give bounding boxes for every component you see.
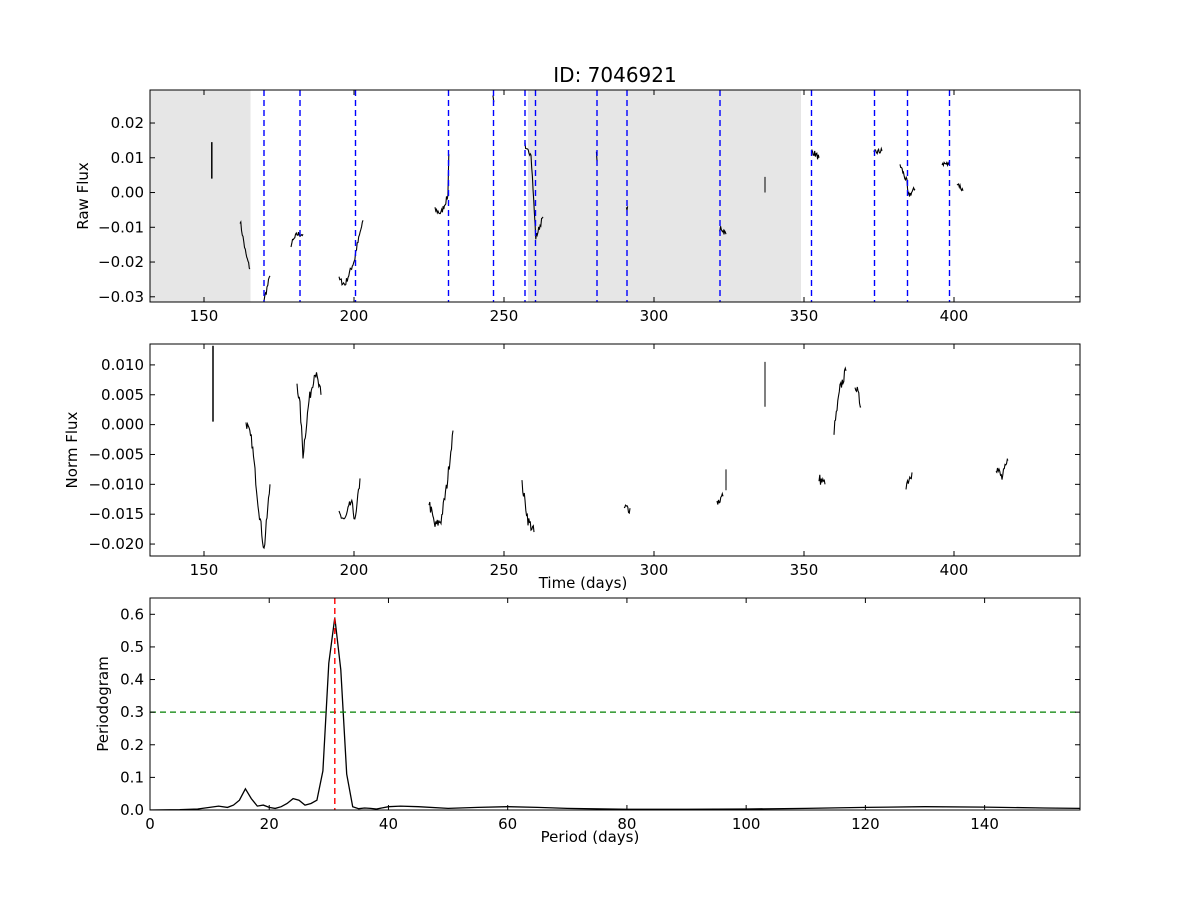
y-tick-label: −0.03 [98, 288, 144, 306]
y-tick-label: 0.5 [120, 638, 144, 656]
x-tick-label: 350 [790, 561, 819, 579]
x-tick-label: 150 [190, 307, 219, 325]
y-tick-label: 0.3 [120, 703, 144, 721]
periodogram-panel: 0 20 40 60 80 100 120 140 0.0 0.1 0.2 0.3 0.4 0.5 0.6 P… [94, 597, 1081, 846]
y-axis-label: Raw Flux [74, 162, 92, 230]
x-tick-label: 250 [490, 307, 519, 325]
x-tick-label: 300 [640, 561, 669, 579]
y-tick-label: 0.02 [111, 114, 144, 132]
y-tick-label: 0.010 [101, 356, 144, 374]
y-tick-label: 0.0 [120, 801, 144, 819]
y-axis-label: Periodogram [94, 656, 112, 751]
shaded-region [150, 90, 251, 302]
y-tick-label: −0.015 [88, 505, 144, 523]
y-tick-label: 0.2 [120, 736, 144, 754]
x-axis-label: Period (days) [541, 828, 640, 846]
x-tick-label: 60 [498, 815, 517, 833]
x-tick-label: 0 [145, 815, 155, 833]
y-tick-label: −0.020 [88, 535, 144, 553]
plot-frame [149, 343, 1081, 557]
x-tick-label: 250 [490, 561, 519, 579]
series-line [150, 617, 1080, 810]
x-tick-label: 350 [790, 307, 819, 325]
y-tick-label: 0.6 [120, 605, 144, 623]
y-tick-label: 0.00 [111, 184, 144, 202]
y-tick-label: 0.005 [101, 386, 144, 404]
x-axis-label: Time (days) [538, 574, 628, 592]
shaded-region [528, 90, 801, 302]
y-tick-label: 0.1 [120, 768, 144, 786]
x-tick-label: 400 [940, 561, 969, 579]
x-tick-label: 150 [190, 561, 219, 579]
x-tick-label: 80 [617, 815, 636, 833]
y-tick-label: −0.005 [88, 445, 144, 463]
y-tick-label: −0.010 [88, 475, 144, 493]
x-tick-label: 200 [340, 561, 369, 579]
raw-flux-panel: 150 200 250 300 350 400 −0.03 −0.02 −0.01 0.00 0.0… [74, 89, 1081, 325]
x-tick-label: 140 [970, 815, 999, 833]
y-tick-label: −0.01 [98, 218, 144, 236]
norm-flux-panel: 150 200 250 300 350 400 −0.020 −0.015 −0.010 −0.0… [63, 343, 1081, 592]
x-tick-label: 200 [340, 307, 369, 325]
y-tick-label: 0.4 [120, 671, 144, 689]
x-tick-label: 100 [732, 815, 761, 833]
x-tick-label: 20 [260, 815, 279, 833]
y-tick-label: 0.000 [101, 416, 144, 434]
series-line [246, 368, 1080, 548]
x-tick-label: 400 [940, 307, 969, 325]
y-axis-label: Norm Flux [63, 411, 81, 488]
x-tick-label: 120 [851, 815, 880, 833]
figure-title: ID: 7046921 [553, 63, 676, 87]
y-tick-label: −0.02 [98, 253, 144, 271]
y-tick-label: 0.01 [111, 149, 144, 167]
plot-frame [149, 89, 1081, 303]
plot-frame [149, 597, 1081, 811]
x-tick-label: 300 [640, 307, 669, 325]
x-tick-label: 40 [379, 815, 398, 833]
